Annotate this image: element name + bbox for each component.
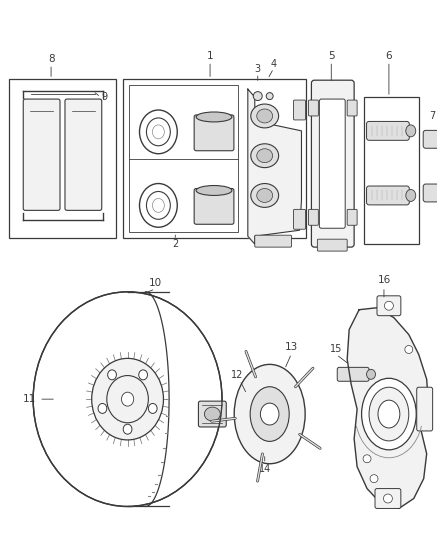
Ellipse shape — [152, 198, 164, 212]
Text: 8: 8 — [48, 54, 54, 64]
FancyBboxPatch shape — [318, 239, 347, 251]
FancyBboxPatch shape — [23, 99, 60, 211]
FancyBboxPatch shape — [367, 186, 409, 205]
Ellipse shape — [140, 183, 177, 227]
FancyBboxPatch shape — [311, 80, 354, 247]
FancyBboxPatch shape — [194, 189, 234, 224]
Ellipse shape — [369, 387, 409, 441]
Ellipse shape — [405, 345, 413, 353]
Ellipse shape — [146, 118, 170, 146]
FancyBboxPatch shape — [423, 131, 438, 148]
Ellipse shape — [260, 403, 279, 425]
Text: 15: 15 — [330, 344, 343, 354]
Ellipse shape — [39, 148, 44, 153]
Ellipse shape — [33, 292, 222, 506]
Text: 2: 2 — [172, 239, 178, 249]
Ellipse shape — [378, 400, 400, 428]
FancyBboxPatch shape — [347, 100, 357, 116]
Ellipse shape — [362, 378, 416, 450]
FancyBboxPatch shape — [375, 489, 401, 508]
Ellipse shape — [253, 92, 262, 101]
Ellipse shape — [251, 104, 279, 128]
FancyBboxPatch shape — [65, 99, 102, 211]
Ellipse shape — [39, 124, 44, 128]
FancyBboxPatch shape — [293, 100, 305, 120]
Bar — [123, 79, 307, 238]
Ellipse shape — [383, 494, 392, 503]
FancyBboxPatch shape — [194, 115, 234, 151]
Text: 5: 5 — [328, 51, 335, 61]
Ellipse shape — [152, 125, 164, 139]
FancyBboxPatch shape — [255, 235, 292, 247]
Ellipse shape — [139, 370, 148, 380]
Text: 10: 10 — [149, 278, 162, 288]
Ellipse shape — [251, 144, 279, 168]
Ellipse shape — [234, 365, 305, 464]
Polygon shape — [347, 308, 429, 508]
Ellipse shape — [107, 376, 148, 423]
Ellipse shape — [367, 369, 375, 379]
Ellipse shape — [363, 455, 371, 463]
FancyBboxPatch shape — [337, 367, 369, 381]
Text: 3: 3 — [254, 64, 261, 74]
Bar — [364, 97, 419, 244]
FancyBboxPatch shape — [423, 184, 438, 202]
Text: 14: 14 — [258, 464, 271, 474]
Ellipse shape — [98, 403, 107, 414]
Ellipse shape — [251, 183, 279, 207]
Text: 16: 16 — [377, 275, 391, 285]
Ellipse shape — [205, 407, 220, 421]
Bar — [129, 85, 238, 232]
Text: 1: 1 — [207, 51, 213, 61]
Polygon shape — [145, 292, 169, 506]
Ellipse shape — [196, 112, 232, 122]
Polygon shape — [248, 89, 301, 244]
Ellipse shape — [257, 149, 273, 163]
Ellipse shape — [257, 189, 273, 203]
Text: 12: 12 — [231, 370, 243, 381]
Text: 7: 7 — [430, 111, 436, 121]
FancyBboxPatch shape — [308, 209, 318, 225]
Ellipse shape — [81, 173, 85, 178]
Ellipse shape — [385, 301, 393, 310]
Ellipse shape — [257, 109, 273, 123]
Ellipse shape — [81, 148, 85, 153]
Ellipse shape — [266, 93, 273, 100]
Ellipse shape — [370, 475, 378, 482]
Text: 6: 6 — [385, 51, 392, 61]
Text: 13: 13 — [285, 343, 298, 352]
FancyBboxPatch shape — [293, 209, 305, 229]
Ellipse shape — [92, 358, 163, 440]
Ellipse shape — [406, 190, 416, 201]
FancyBboxPatch shape — [417, 387, 433, 431]
Text: 11: 11 — [23, 394, 36, 404]
FancyBboxPatch shape — [319, 99, 345, 228]
Ellipse shape — [146, 191, 170, 219]
FancyBboxPatch shape — [347, 209, 357, 225]
Ellipse shape — [123, 424, 132, 434]
Text: 9: 9 — [102, 92, 108, 102]
Text: 4: 4 — [271, 59, 277, 69]
Ellipse shape — [250, 387, 289, 441]
Ellipse shape — [39, 173, 44, 178]
Ellipse shape — [81, 124, 85, 128]
FancyBboxPatch shape — [367, 122, 409, 140]
FancyBboxPatch shape — [377, 296, 401, 316]
FancyBboxPatch shape — [198, 401, 226, 427]
FancyBboxPatch shape — [308, 100, 318, 116]
Ellipse shape — [196, 185, 232, 196]
Ellipse shape — [140, 110, 177, 154]
Ellipse shape — [148, 403, 157, 414]
Ellipse shape — [121, 392, 134, 406]
Bar — [9, 79, 116, 238]
Ellipse shape — [108, 370, 117, 380]
Ellipse shape — [406, 125, 416, 137]
